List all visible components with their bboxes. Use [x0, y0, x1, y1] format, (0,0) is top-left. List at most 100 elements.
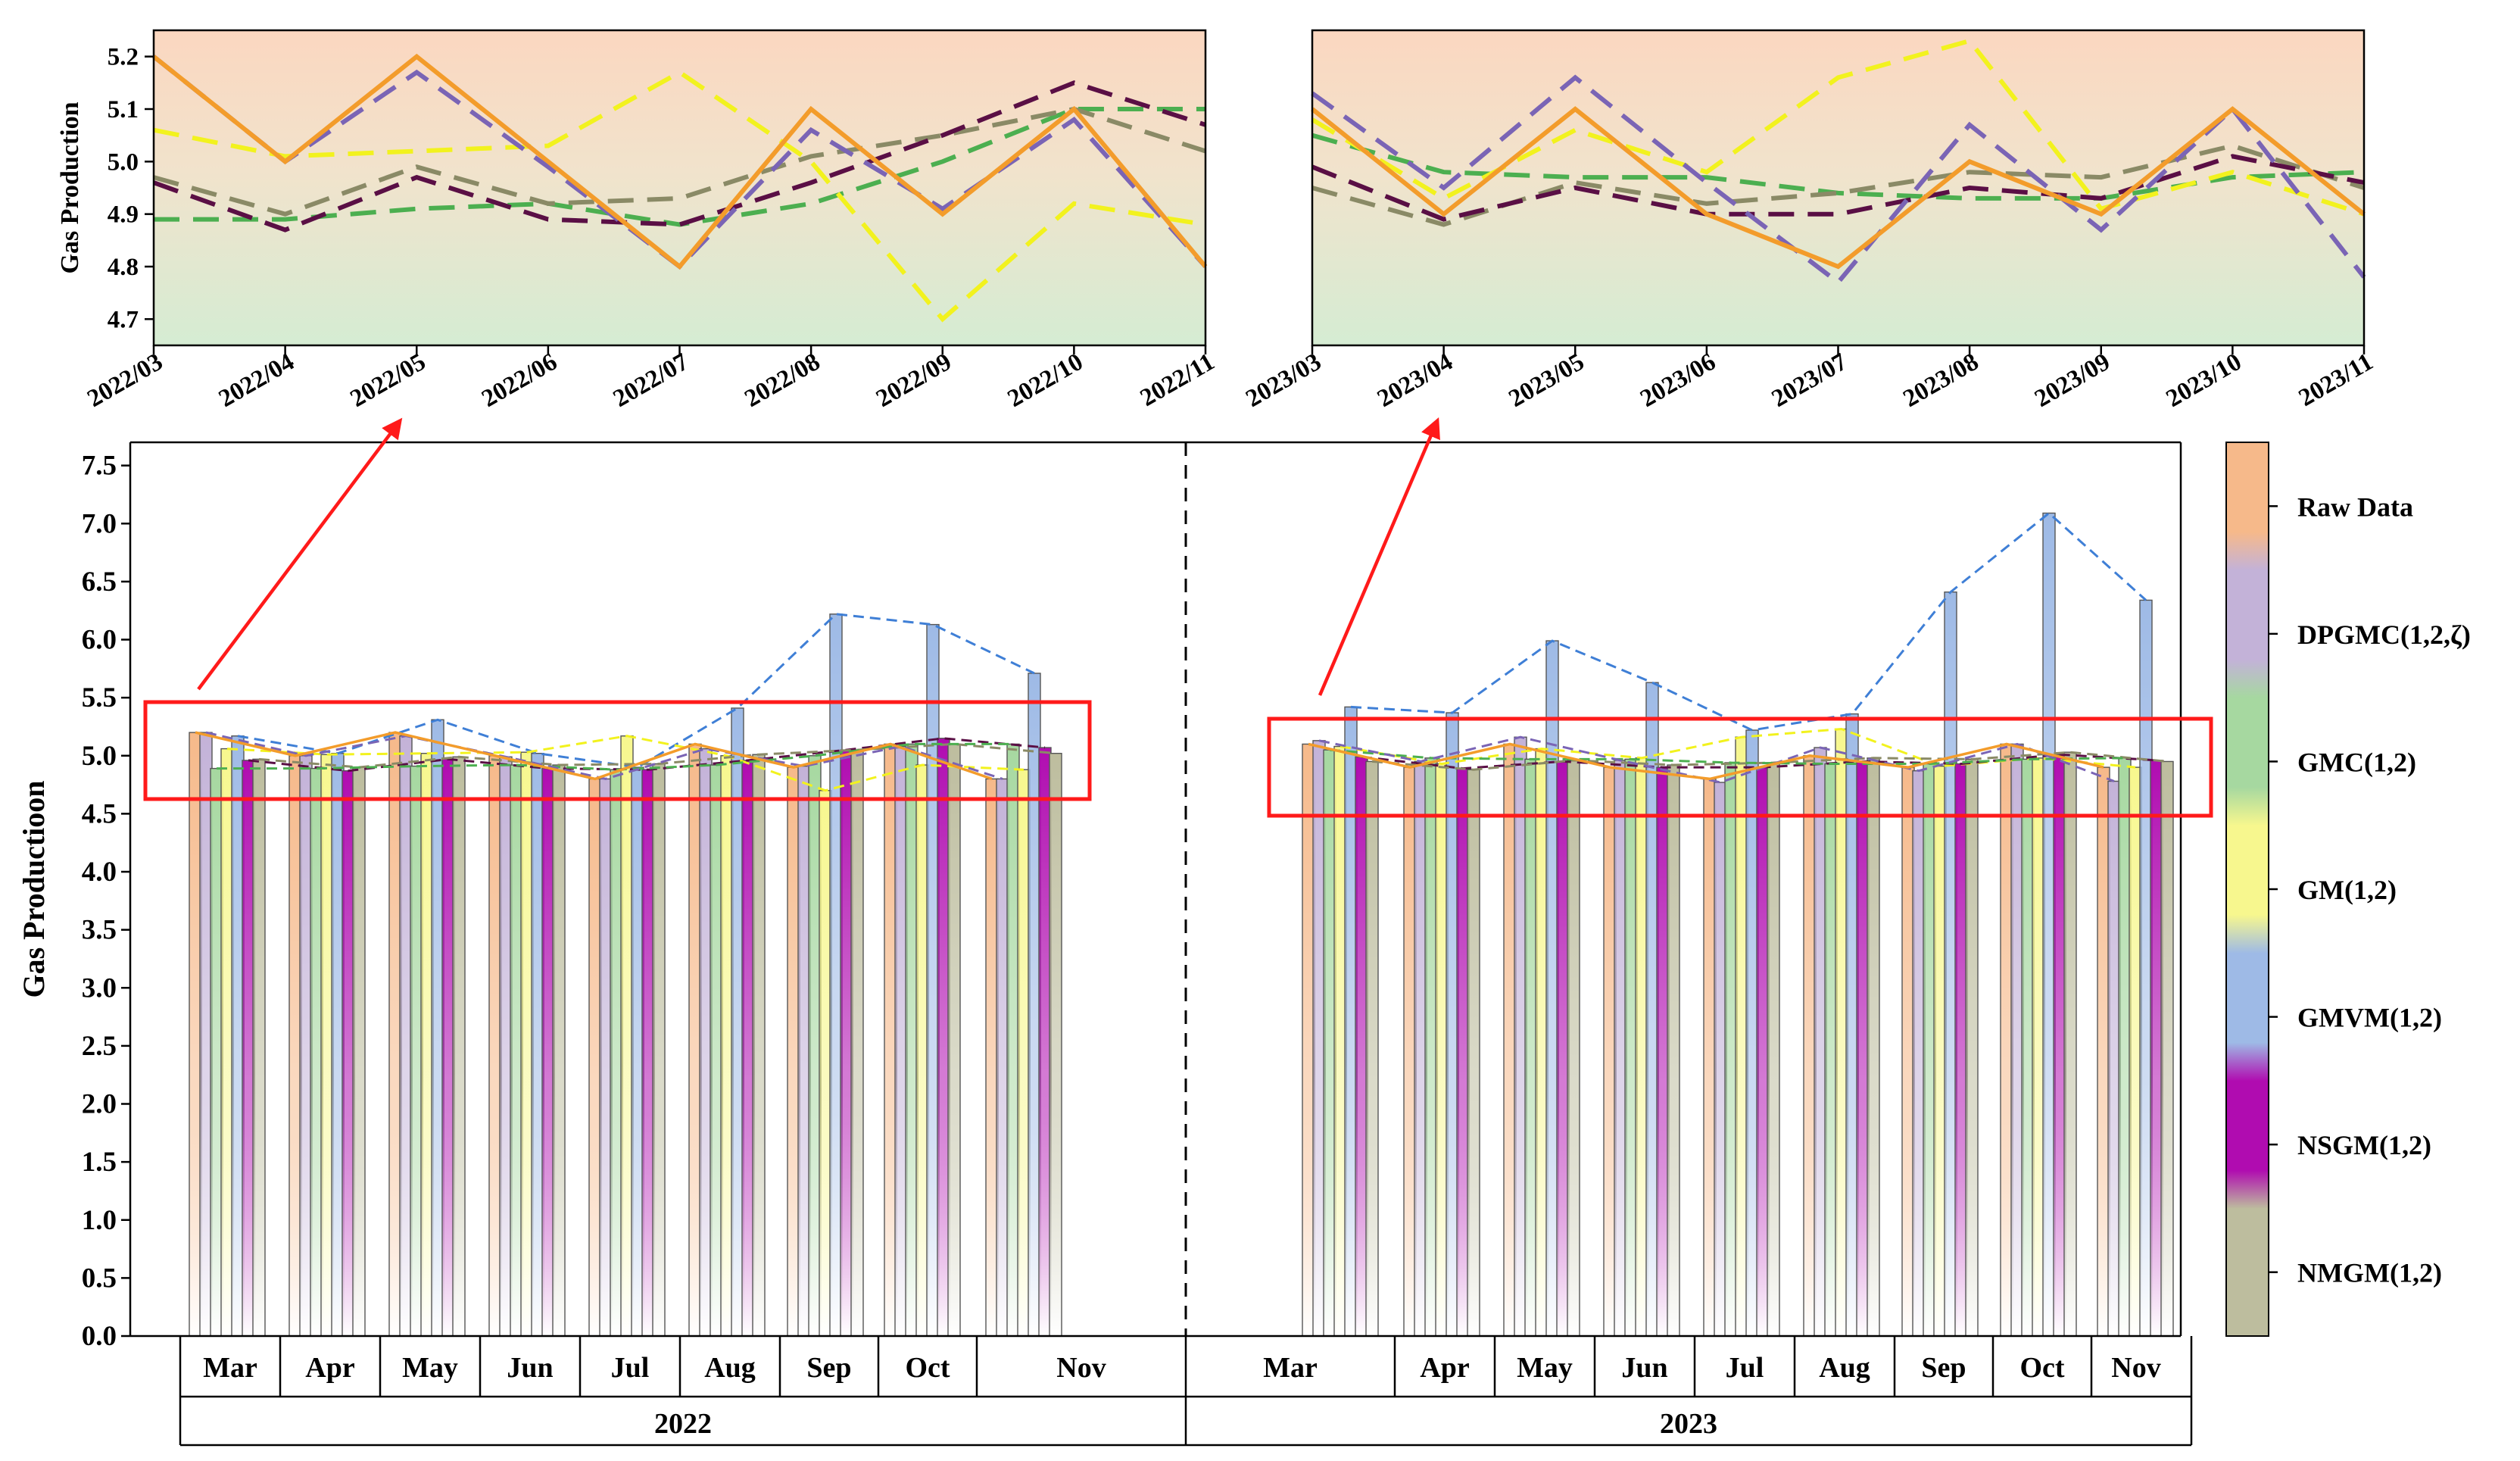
- bar-trend-2023-raw: [1308, 742, 2104, 781]
- x-tick-label: 2022/06: [477, 348, 562, 413]
- bar-trend-2023-dpgmc: [1318, 735, 2115, 784]
- y-tick-label: 5.2: [108, 44, 139, 71]
- x-tick-label: 2022/04: [214, 348, 299, 413]
- month-label: Mar: [1263, 1352, 1318, 1384]
- x-tick-label: 2022/11: [1136, 348, 1219, 412]
- bar-2023-nmgm: [2160, 760, 2174, 1337]
- legend-swatch-nmgm: [2226, 1208, 2269, 1337]
- bar-2023-nmgm: [1567, 760, 1580, 1337]
- month-label: May: [1517, 1352, 1573, 1384]
- line-panel-0: 4.7 4.8 4.9 5.0 5.1 5.2 Gas Production 2022/03 2…: [56, 29, 1219, 413]
- legend-swatch-raw: [2226, 442, 2269, 571]
- bar-trend-2023-nmgm: [1371, 751, 2168, 771]
- bar-y-tick-label: 1.5: [82, 1147, 117, 1178]
- month-label: May: [402, 1352, 458, 1384]
- legend-label: DPGMC(1,2,ζ): [2297, 620, 2471, 650]
- y-tick-label: 5.0: [108, 148, 139, 176]
- x-tick-label: 2022/03: [83, 348, 167, 413]
- bar-2023-nmgm: [1667, 764, 1680, 1337]
- bar-y-tick-label: 2.0: [82, 1089, 117, 1120]
- legend-swatch-dpgmc: [2226, 570, 2269, 698]
- x-tick-label: 2023/06: [1636, 348, 1720, 413]
- legend-swatch-gmvm: [2226, 953, 2269, 1082]
- series-line-raw: [152, 53, 1208, 270]
- bar-2022-nmgm: [947, 743, 961, 1337]
- bar-trend-2022-dpgmc: [205, 731, 1003, 780]
- series-line-nsgm: [152, 80, 1206, 233]
- legend-label: NMGM(1,2): [2297, 1258, 2442, 1288]
- bar-trend-2022-gm: [226, 735, 1025, 792]
- bar-2023-nmgm: [1467, 769, 1480, 1337]
- bar-2022-nmgm: [850, 749, 864, 1337]
- month-label: Jul: [1726, 1352, 1764, 1384]
- month-label: Jul: [611, 1352, 650, 1384]
- year-label: 2022: [654, 1408, 712, 1440]
- year-label: 2023: [1660, 1408, 1717, 1440]
- legend-frame: [2225, 442, 2269, 1337]
- x-tick-label: 2023/11: [2294, 348, 2378, 412]
- bar-y-tick-label: 4.0: [82, 857, 117, 888]
- month-label: Jun: [1621, 1352, 1667, 1384]
- bar-y-tick-label: 4.5: [82, 798, 117, 829]
- highlight-box-2023: [1267, 716, 2213, 818]
- panel-background: [154, 30, 1205, 345]
- zoom-arrow-2023: [1318, 417, 1440, 696]
- x-tick-label: 2023/07: [1767, 348, 1852, 413]
- x-tick-label: 2022/07: [609, 348, 694, 413]
- bar-2022-nmgm: [1049, 753, 1062, 1337]
- series-line-nmgm: [153, 106, 1206, 217]
- month-label: Nov: [1056, 1352, 1106, 1384]
- y-tick-label: 4.9: [108, 201, 139, 229]
- bar-panel: 0.0 0.5 1.0 1.5 2.0 2.5 3.0 3.5 4.0 4.5 5.0 5.5 6.0 6…: [17, 417, 2471, 1447]
- y-tick-label: 4.7: [108, 306, 139, 333]
- bar-y-tick-label: 0.0: [82, 1321, 117, 1352]
- bar-y-tick-label: 6.5: [82, 567, 117, 598]
- series-line-nmgm: [1311, 143, 2365, 227]
- series-line-gm: [153, 69, 1206, 323]
- x-tick-label: 2022/05: [346, 348, 431, 413]
- legend-label: GMVM(1,2): [2297, 1003, 2442, 1033]
- month-label: Sep: [806, 1352, 851, 1384]
- bar-2022-nmgm: [252, 758, 266, 1337]
- series-line-gm: [1311, 38, 2365, 217]
- bar-2022-nmgm: [752, 754, 766, 1337]
- series-line-raw: [1311, 106, 2366, 270]
- bar-2022-nmgm: [352, 766, 366, 1337]
- month-label: Apr: [305, 1352, 355, 1384]
- bar-2023-nmgm: [1867, 757, 1880, 1337]
- x-tick-label: 2022/10: [1003, 348, 1088, 413]
- y-tick-label: 4.8: [108, 254, 139, 281]
- bar-y-tick-label: 2.5: [82, 1031, 117, 1062]
- series-line-gmc: [154, 107, 1205, 227]
- legend-label: GMC(1,2): [2297, 747, 2416, 777]
- panel-background: [1312, 30, 2364, 345]
- bar-trend-2023-gmvm: [1350, 511, 2147, 732]
- x-tick-label: 2023/03: [1241, 348, 1326, 413]
- x-tick-label: 2023/10: [2162, 348, 2247, 413]
- zoom-arrow-2022: [197, 417, 403, 691]
- bar-y-tick-label: 5.5: [82, 682, 117, 713]
- legend-label: GM(1,2): [2297, 875, 2397, 905]
- bar-2023-nmgm: [2063, 751, 2077, 1337]
- legend-label: NSGM(1,2): [2297, 1130, 2431, 1160]
- legend-swatch-nsgm: [2226, 1080, 2269, 1209]
- y-tick-label: 5.1: [108, 96, 139, 123]
- bar-y-tick-label: 7.5: [82, 451, 117, 482]
- month-label: Oct: [2019, 1352, 2064, 1384]
- bar-trend-2022-nmgm: [258, 742, 1056, 769]
- x-tick-label: 2023/05: [1505, 348, 1589, 413]
- bar-y-tick-label: 0.5: [82, 1263, 117, 1294]
- bar-y-tick-label: 3.5: [82, 915, 117, 946]
- bar-2022-nmgm: [552, 764, 566, 1337]
- line-panel-1: 2023/03 2023/04 2023/05 2023/06 2023/07 2023/…: [1241, 29, 2378, 413]
- bar-2022-nmgm: [452, 756, 466, 1337]
- x-tick-label: 2023/04: [1373, 348, 1458, 413]
- month-label: Mar: [203, 1352, 257, 1384]
- month-label: Aug: [1819, 1352, 1870, 1384]
- bar-trend-2023-gmc: [1329, 748, 2125, 765]
- y-axis-label: Gas Production: [56, 101, 84, 273]
- bar-trend-2022-raw: [195, 731, 993, 781]
- x-tick-label: 2022/08: [740, 348, 825, 413]
